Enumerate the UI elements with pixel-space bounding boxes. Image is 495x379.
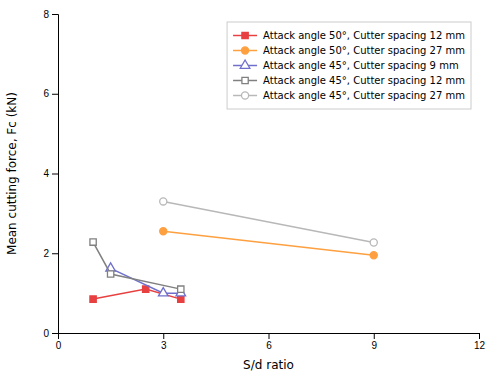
x-axis-title: S/d ratio — [243, 358, 294, 372]
tick-mark — [374, 333, 375, 339]
line — [163, 201, 374, 242]
legend-item: Attack angle 45°, Cutter spacing 27 mm — [233, 90, 465, 101]
tick: 8 — [43, 9, 58, 20]
line — [163, 231, 374, 255]
point — [143, 286, 149, 292]
tick-mark — [52, 14, 58, 15]
series — [106, 263, 186, 296]
legend-label: Attack angle 45°, Cutter spacing 27 mm — [263, 90, 465, 101]
legend-label: Attack angle 50°, Cutter spacing 27 mm — [263, 45, 465, 56]
series — [90, 239, 184, 292]
axis-line — [59, 334, 480, 340]
y-axis-title: Mean cutting force, Fc (kN) — [5, 92, 19, 255]
point — [90, 239, 96, 245]
legend-marker — [241, 92, 248, 99]
line — [93, 242, 181, 289]
tick: 0 — [43, 328, 58, 339]
tick-label: 9 — [371, 340, 377, 351]
tick: 12 — [474, 333, 486, 351]
tick-mark — [269, 333, 270, 339]
tick-mark — [52, 94, 58, 95]
tick: 2 — [43, 248, 58, 259]
legend-marker — [242, 77, 248, 83]
legend-item: Attack angle 45°, Cutter spacing 12 mm — [233, 75, 465, 86]
series — [90, 286, 184, 302]
axis-line — [52, 15, 59, 334]
line — [111, 268, 181, 293]
tick-label: 3 — [161, 340, 167, 351]
point — [178, 296, 184, 302]
legend: Attack angle 50°, Cutter spacing 12 mm At… — [227, 22, 471, 109]
tick-label: 6 — [266, 340, 272, 351]
point — [107, 271, 113, 277]
tick-mark — [479, 333, 480, 339]
tick-mark — [163, 333, 164, 339]
legend-label: Attack angle 50°, Cutter spacing 12 mm — [263, 30, 465, 41]
point — [370, 252, 377, 259]
marks — [90, 198, 377, 302]
point — [160, 228, 167, 235]
legend-marker — [242, 32, 248, 38]
legend-item: Attack angle 45°, Cutter spacing 9 mm — [233, 60, 459, 71]
tick-label: 4 — [43, 168, 49, 179]
tick: 0 — [56, 333, 62, 351]
legend-item: Attack angle 50°, Cutter spacing 12 mm — [233, 30, 465, 41]
tick-label: 12 — [474, 340, 486, 351]
legend-label: Attack angle 45°, Cutter spacing 9 mm — [263, 60, 459, 71]
x-axis: 0 3 6 9 12 — [56, 333, 486, 351]
tick-label: 0 — [43, 328, 49, 339]
tick-mark — [52, 333, 58, 334]
tick-label: 2 — [43, 248, 49, 259]
plot: 0 3 6 9 12 0 2 4 6 8 Attack angle 50°, Cutter spac… — [43, 9, 485, 351]
legend-label: Attack angle 45°, Cutter spacing 12 mm — [263, 75, 465, 86]
tick: 4 — [43, 168, 58, 179]
tick-mark — [52, 253, 58, 254]
legend-marker — [240, 60, 250, 68]
tick: 3 — [161, 333, 167, 351]
point — [160, 198, 167, 205]
legend-marker — [241, 47, 248, 54]
y-axis: 0 2 4 6 8 — [43, 9, 58, 339]
tick-label: 6 — [43, 88, 49, 99]
series — [160, 198, 378, 246]
tick-label: 0 — [56, 340, 62, 351]
series — [160, 228, 378, 259]
point — [370, 239, 377, 246]
tick: 9 — [371, 333, 377, 351]
tick: 6 — [43, 88, 58, 99]
tick-mark — [52, 174, 58, 175]
tick: 6 — [266, 333, 272, 351]
tick-label: 8 — [43, 9, 49, 20]
point — [178, 286, 184, 292]
legend-item: Attack angle 50°, Cutter spacing 27 mm — [233, 45, 465, 56]
point — [158, 288, 168, 296]
chart: 0 3 6 9 12 0 2 4 6 8 Attack angle 50°, Cutter spac… — [0, 0, 495, 379]
point — [90, 296, 96, 302]
legend-box — [227, 22, 471, 109]
